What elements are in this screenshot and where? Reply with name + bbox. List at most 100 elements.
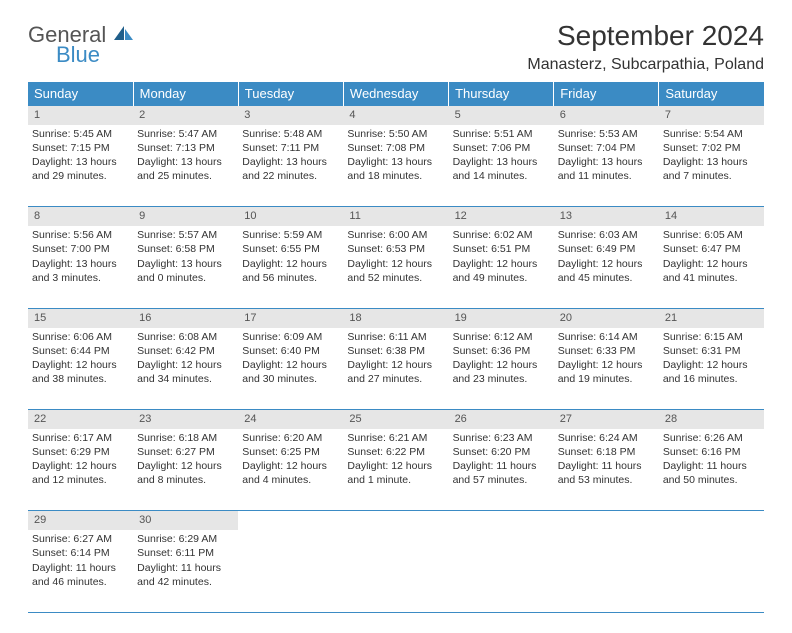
- sunset-line: Sunset: 6:18 PM: [558, 445, 655, 459]
- weekday-header: Tuesday: [238, 82, 343, 106]
- sunset-line: Sunset: 7:08 PM: [347, 141, 444, 155]
- sunset-line: Sunset: 6:44 PM: [32, 344, 129, 358]
- sunset-line: Sunset: 6:20 PM: [453, 445, 550, 459]
- day-content-row: Sunrise: 6:17 AMSunset: 6:29 PMDaylight:…: [28, 429, 764, 511]
- day-cell: Sunrise: 5:51 AMSunset: 7:06 PMDaylight:…: [449, 125, 554, 207]
- sunset-line: Sunset: 7:11 PM: [242, 141, 339, 155]
- sunset-line: Sunset: 6:27 PM: [137, 445, 234, 459]
- sunrise-line: Sunrise: 6:00 AM: [347, 228, 444, 242]
- sunset-line: Sunset: 7:06 PM: [453, 141, 550, 155]
- day-number-cell: 16: [133, 308, 238, 327]
- sunset-line: Sunset: 6:33 PM: [558, 344, 655, 358]
- day-cell: Sunrise: 6:11 AMSunset: 6:38 PMDaylight:…: [343, 328, 448, 410]
- day-cell: Sunrise: 6:09 AMSunset: 6:40 PMDaylight:…: [238, 328, 343, 410]
- daylight-line: Daylight: 13 hours and 7 minutes.: [663, 155, 760, 183]
- day-number-cell: 18: [343, 308, 448, 327]
- daylight-line: Daylight: 12 hours and 4 minutes.: [242, 459, 339, 487]
- day-cell: Sunrise: 6:06 AMSunset: 6:44 PMDaylight:…: [28, 328, 133, 410]
- daylight-line: Daylight: 13 hours and 22 minutes.: [242, 155, 339, 183]
- page-header: General Blue September 2024 Manasterz, S…: [28, 20, 764, 74]
- day-cell: Sunrise: 6:26 AMSunset: 6:16 PMDaylight:…: [659, 429, 764, 511]
- sunrise-line: Sunrise: 6:08 AM: [137, 330, 234, 344]
- day-number-cell: 15: [28, 308, 133, 327]
- day-number-cell: 30: [133, 511, 238, 530]
- day-cell: Sunrise: 5:48 AMSunset: 7:11 PMDaylight:…: [238, 125, 343, 207]
- day-number-cell: 19: [449, 308, 554, 327]
- daylight-line: Daylight: 12 hours and 45 minutes.: [558, 257, 655, 285]
- day-cell: Sunrise: 5:45 AMSunset: 7:15 PMDaylight:…: [28, 125, 133, 207]
- sunrise-line: Sunrise: 6:09 AM: [242, 330, 339, 344]
- sunset-line: Sunset: 6:11 PM: [137, 546, 234, 560]
- day-number-cell: [238, 511, 343, 530]
- sunset-line: Sunset: 6:42 PM: [137, 344, 234, 358]
- day-cell: Sunrise: 6:12 AMSunset: 6:36 PMDaylight:…: [449, 328, 554, 410]
- sunrise-line: Sunrise: 5:50 AM: [347, 127, 444, 141]
- day-number-cell: 22: [28, 410, 133, 429]
- day-number-cell: 8: [28, 207, 133, 226]
- day-cell: Sunrise: 6:23 AMSunset: 6:20 PMDaylight:…: [449, 429, 554, 511]
- day-number-row: 15161718192021: [28, 308, 764, 327]
- day-cell: Sunrise: 6:15 AMSunset: 6:31 PMDaylight:…: [659, 328, 764, 410]
- weekday-header-row: Sunday Monday Tuesday Wednesday Thursday…: [28, 82, 764, 106]
- daylight-line: Daylight: 12 hours and 38 minutes.: [32, 358, 129, 386]
- day-number-cell: 1: [28, 106, 133, 125]
- sunset-line: Sunset: 7:15 PM: [32, 141, 129, 155]
- daylight-line: Daylight: 12 hours and 16 minutes.: [663, 358, 760, 386]
- sunset-line: Sunset: 6:14 PM: [32, 546, 129, 560]
- sunrise-line: Sunrise: 5:51 AM: [453, 127, 550, 141]
- day-number-cell: 7: [659, 106, 764, 125]
- daylight-line: Daylight: 11 hours and 42 minutes.: [137, 561, 234, 589]
- day-cell: [238, 530, 343, 612]
- sunrise-line: Sunrise: 6:29 AM: [137, 532, 234, 546]
- sunset-line: Sunset: 6:29 PM: [32, 445, 129, 459]
- calendar-table: Sunday Monday Tuesday Wednesday Thursday…: [28, 82, 764, 613]
- sunrise-line: Sunrise: 5:59 AM: [242, 228, 339, 242]
- sunrise-line: Sunrise: 6:12 AM: [453, 330, 550, 344]
- day-cell: Sunrise: 5:53 AMSunset: 7:04 PMDaylight:…: [554, 125, 659, 207]
- daylight-line: Daylight: 13 hours and 14 minutes.: [453, 155, 550, 183]
- sunset-line: Sunset: 6:53 PM: [347, 242, 444, 256]
- daylight-line: Daylight: 11 hours and 53 minutes.: [558, 459, 655, 487]
- day-cell: Sunrise: 6:14 AMSunset: 6:33 PMDaylight:…: [554, 328, 659, 410]
- sunrise-line: Sunrise: 6:18 AM: [137, 431, 234, 445]
- daylight-line: Daylight: 13 hours and 29 minutes.: [32, 155, 129, 183]
- daylight-line: Daylight: 12 hours and 56 minutes.: [242, 257, 339, 285]
- daylight-line: Daylight: 12 hours and 30 minutes.: [242, 358, 339, 386]
- daylight-line: Daylight: 11 hours and 57 minutes.: [453, 459, 550, 487]
- daylight-line: Daylight: 13 hours and 25 minutes.: [137, 155, 234, 183]
- weekday-header: Friday: [554, 82, 659, 106]
- sunrise-line: Sunrise: 6:05 AM: [663, 228, 760, 242]
- sunset-line: Sunset: 6:40 PM: [242, 344, 339, 358]
- day-cell: Sunrise: 5:59 AMSunset: 6:55 PMDaylight:…: [238, 226, 343, 308]
- sunset-line: Sunset: 7:04 PM: [558, 141, 655, 155]
- daylight-line: Daylight: 13 hours and 3 minutes.: [32, 257, 129, 285]
- day-number-cell: 13: [554, 207, 659, 226]
- day-cell: [659, 530, 764, 612]
- day-number-cell: 4: [343, 106, 448, 125]
- sunset-line: Sunset: 7:02 PM: [663, 141, 760, 155]
- title-block: September 2024 Manasterz, Subcarpathia, …: [527, 20, 764, 74]
- daylight-line: Daylight: 12 hours and 49 minutes.: [453, 257, 550, 285]
- sunrise-line: Sunrise: 6:26 AM: [663, 431, 760, 445]
- day-number-cell: 9: [133, 207, 238, 226]
- sunrise-line: Sunrise: 5:57 AM: [137, 228, 234, 242]
- day-cell: Sunrise: 5:50 AMSunset: 7:08 PMDaylight:…: [343, 125, 448, 207]
- daylight-line: Daylight: 13 hours and 11 minutes.: [558, 155, 655, 183]
- day-number-cell: 11: [343, 207, 448, 226]
- daylight-line: Daylight: 12 hours and 8 minutes.: [137, 459, 234, 487]
- day-number-cell: 27: [554, 410, 659, 429]
- sunrise-line: Sunrise: 6:02 AM: [453, 228, 550, 242]
- day-number-cell: 28: [659, 410, 764, 429]
- sunset-line: Sunset: 6:38 PM: [347, 344, 444, 358]
- day-number-row: 22232425262728: [28, 410, 764, 429]
- weekday-header: Monday: [133, 82, 238, 106]
- sunset-line: Sunset: 6:36 PM: [453, 344, 550, 358]
- day-number-cell: [343, 511, 448, 530]
- day-number-cell: 23: [133, 410, 238, 429]
- calendar-page: General Blue September 2024 Manasterz, S…: [0, 0, 792, 633]
- day-number-cell: 12: [449, 207, 554, 226]
- day-cell: Sunrise: 6:21 AMSunset: 6:22 PMDaylight:…: [343, 429, 448, 511]
- sunrise-line: Sunrise: 6:15 AM: [663, 330, 760, 344]
- day-cell: Sunrise: 5:57 AMSunset: 6:58 PMDaylight:…: [133, 226, 238, 308]
- day-number-cell: 10: [238, 207, 343, 226]
